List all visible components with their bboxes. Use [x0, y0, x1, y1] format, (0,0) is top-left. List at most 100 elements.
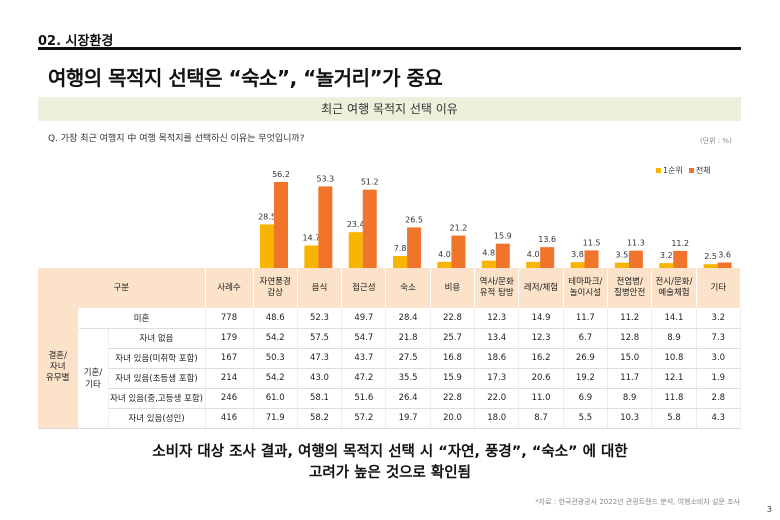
- column-header: 음식: [297, 268, 343, 308]
- bar-chart: 28.5 56.2 14.7 53.3 23.4 51.2 7.8 26.5 4.0 21.2 4.…: [258, 170, 732, 268]
- section-label: 02. 시장환경: [38, 34, 114, 49]
- data-label: 3.6: [718, 250, 731, 259]
- data-label: 3.8: [571, 250, 584, 259]
- column-header: 비용: [430, 268, 476, 308]
- table-cell: 7.3: [696, 328, 742, 349]
- bar-first: [570, 262, 585, 268]
- table-cell: 58.1: [297, 388, 343, 409]
- column-header: 자연풍경 감상: [253, 268, 298, 308]
- table-cell: 2.8: [696, 388, 742, 409]
- data-label: 11.2: [671, 239, 689, 248]
- table-cell: 14.1: [651, 308, 697, 329]
- data-label: 56.2: [272, 170, 290, 179]
- table-cell: 16.2: [518, 348, 564, 369]
- table-cell: 35.5: [385, 368, 431, 389]
- table-cell: 6.7: [563, 328, 609, 349]
- table-cell: 12.3: [474, 308, 520, 329]
- table-cell: 19.2: [563, 368, 609, 389]
- legend-label: 1순위: [663, 166, 683, 175]
- data-label: 23.4: [347, 220, 365, 229]
- data-table: 구분 사례수 자연풍경 감상 음식 접근성 숙소 비용 역사/문화 유적 탐방 레저/체험 테마파…: [38, 268, 742, 429]
- table-cell: 12.8: [607, 328, 653, 349]
- chart-legend: 1순위 전체: [656, 165, 711, 176]
- row-label: 자녀 있음(성인): [108, 408, 206, 429]
- data-label: 13.6: [538, 235, 556, 244]
- unit-label: (단위 : %): [700, 137, 732, 145]
- bar-total: [407, 227, 422, 268]
- bar-total: [628, 250, 643, 268]
- conclusion-line-1: 소비자 대상 조사 결과, 여행의 목적지 선택 시 “자연, 풍경”, “숙소…: [152, 444, 628, 460]
- column-header: 레저/체험: [518, 268, 564, 308]
- table-cell: 15.9: [430, 368, 476, 389]
- table-cell: 3.2: [696, 308, 742, 329]
- bar-first: [304, 245, 319, 268]
- table-cell: 57.5: [297, 328, 343, 349]
- row-label: 미혼: [78, 308, 206, 329]
- table-cell: 51.6: [341, 388, 387, 409]
- data-label: 3.2: [660, 251, 673, 260]
- table-cell: 28.4: [385, 308, 431, 329]
- column-header: 전염병/ 질병안전: [607, 268, 653, 308]
- table-cell: 61.0: [253, 388, 298, 409]
- table-row: 기혼/ 기타 자녀 없음 179 54.2 57.5 54.7 21.8 25.7 13.4 12…: [38, 328, 742, 429]
- table-cell: 16.8: [430, 348, 476, 369]
- bar-first: [348, 232, 363, 268]
- table-cell: 11.8: [651, 388, 697, 409]
- table-cell: 4.3: [696, 408, 742, 429]
- group-label: 결혼/ 자녀 유무별: [38, 308, 79, 429]
- table-cell: 26.9: [563, 348, 609, 369]
- bar-first: [437, 261, 452, 268]
- table-cell: 10.3: [607, 408, 653, 429]
- subgroup-label: 기혼/ 기타: [78, 328, 109, 429]
- table-cell: 13.4: [474, 328, 520, 349]
- table-cell: 5.5: [563, 408, 609, 429]
- table-cell: 47.2: [341, 368, 387, 389]
- table-cell: 17.3: [474, 368, 520, 389]
- column-header: 숙소: [385, 268, 431, 308]
- row-label: 자녀 있음(초등생 포함): [108, 368, 206, 389]
- table-row: 자녀 있음(중,고등생 포함) 246 61.0 58.1 51.6 26.4 22.8 22…: [38, 388, 742, 409]
- row-label: 자녀 없음: [108, 328, 206, 349]
- column-header: 테마파크/ 놀이시설: [563, 268, 609, 308]
- table-cell: 18.0: [474, 408, 520, 429]
- data-label: 11.3: [627, 239, 645, 248]
- table-row: 자녀 있음(초등생 포함) 214 54.2 43.0 47.2 35.5 15.9 17.3…: [38, 368, 742, 389]
- table-cell: 167: [205, 348, 254, 369]
- table-cell: 22.0: [474, 388, 520, 409]
- table-cell: 12.1: [651, 368, 697, 389]
- legend-item-first: 1순위: [656, 165, 683, 176]
- table-cell: 43.7: [341, 348, 387, 369]
- table-cell: 8.9: [651, 328, 697, 349]
- table-cell: 179: [205, 328, 254, 349]
- bar-total: [362, 189, 377, 268]
- bar-first: [659, 263, 674, 268]
- table-cell: 22.8: [430, 308, 476, 329]
- column-header: 구분: [38, 268, 206, 308]
- table-cell: 19.7: [385, 408, 431, 429]
- column-header: 전시/문화/ 예술체험: [651, 268, 697, 308]
- table-cell: 18.6: [474, 348, 520, 369]
- data-label: 53.3: [316, 174, 334, 183]
- survey-question: Q. 가장 최근 여행지 中 여행 목적지를 선택하신 이유는 무엇입니까?: [48, 134, 305, 144]
- bar-total: [717, 262, 732, 268]
- data-label: 7.8: [394, 244, 407, 253]
- data-label: 28.5: [258, 212, 276, 221]
- table-cell: 416: [205, 408, 254, 429]
- table-cell: 26.4: [385, 388, 431, 409]
- bar-total: [318, 186, 333, 268]
- bar-total: [540, 247, 555, 268]
- column-header: 접근성: [341, 268, 387, 308]
- legend-swatch: [688, 168, 694, 173]
- header-divider: [38, 47, 741, 50]
- table-cell: 11.7: [563, 308, 609, 329]
- table-cell: 246: [205, 388, 254, 409]
- table-cell: 48.6: [253, 308, 298, 329]
- table-row: 결혼/ 자녀 유무별 미혼 778 48.6 52.3 49.7 28.4 22.8 12.3 1…: [38, 308, 742, 429]
- bar-first: [614, 262, 629, 268]
- data-label: 51.2: [361, 178, 379, 187]
- column-header: 사례수: [205, 268, 254, 308]
- row-label: 자녀 있음(미취학 포함): [108, 348, 206, 369]
- data-label: 21.2: [450, 224, 468, 233]
- table-cell: 27.5: [385, 348, 431, 369]
- table-cell: 54.2: [253, 328, 298, 349]
